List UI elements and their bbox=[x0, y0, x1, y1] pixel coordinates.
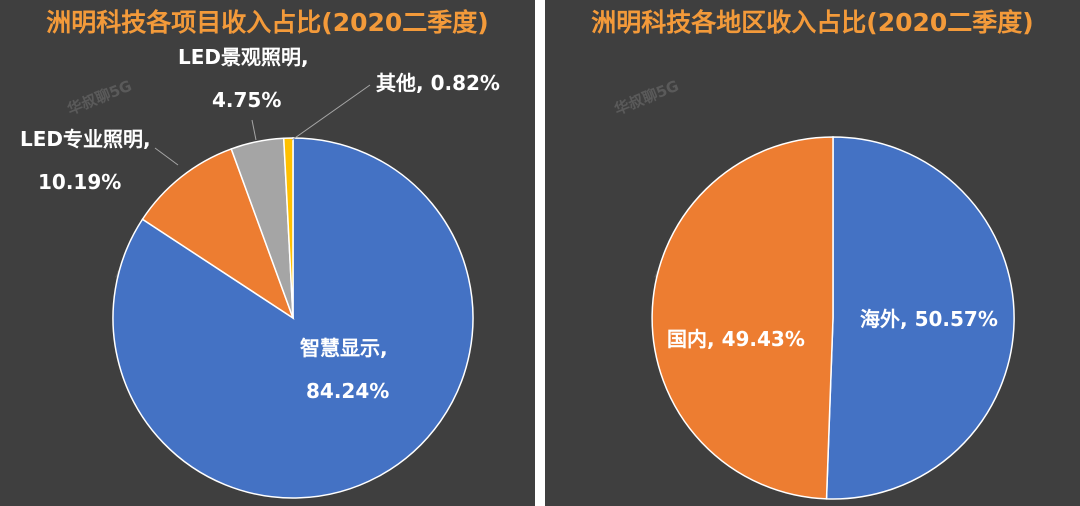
regions-slice-0 bbox=[825, 136, 1015, 500]
chart-title: 洲明科技各项目收入占比(2020二季度) bbox=[46, 8, 489, 37]
watermark: 华叔聊5G bbox=[65, 77, 135, 119]
data-label-name: LED景观照明, bbox=[178, 45, 309, 69]
projects-slice-3 bbox=[282, 137, 294, 319]
regions-slice-1 bbox=[651, 136, 834, 500]
pie-chart-projects: 华叔聊5G 华叔聊5G LED专业照明, 10.19% LED景观照明, 4.7… bbox=[20, 45, 500, 499]
leader-line bbox=[291, 84, 371, 141]
chart-panel-regions: 洲明科技各地区收入占比(2020二季度) 华叔聊5G 华叔聊5G 海外, 50.… bbox=[545, 0, 1080, 506]
watermark: 华叔聊5G bbox=[612, 77, 682, 119]
data-label: 国内, 49.43% bbox=[667, 327, 805, 351]
leader-line bbox=[251, 119, 257, 141]
data-label: 海外, 50.57% bbox=[860, 307, 998, 331]
data-label-name: LED专业照明, bbox=[20, 127, 151, 151]
projects-slice-1 bbox=[141, 147, 295, 320]
data-label: 其他, 0.82% bbox=[376, 71, 500, 95]
chart-title: 洲明科技各地区收入占比(2020二季度) bbox=[591, 8, 1034, 37]
data-label-name: 智慧显示, bbox=[300, 336, 388, 360]
data-label-value: 4.75% bbox=[212, 88, 281, 112]
data-label-value: 84.24% bbox=[306, 379, 389, 403]
data-label-value: 10.19% bbox=[38, 170, 121, 194]
chart-panel-projects: 洲明科技各项目收入占比(2020二季度) 华叔聊5G 华叔聊5G LED专业照明… bbox=[0, 0, 535, 506]
leader-line bbox=[154, 147, 179, 166]
pie-chart-regions: 华叔聊5G 华叔聊5G 海外, 50.57% 国内, 49.43% bbox=[612, 77, 1015, 500]
